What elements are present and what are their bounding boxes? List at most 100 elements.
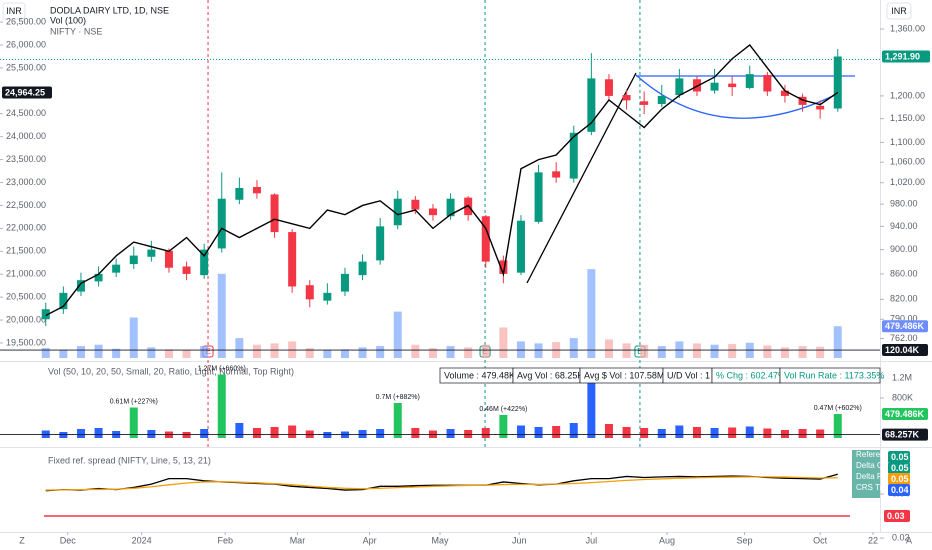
volume-overlay-bar <box>657 346 666 358</box>
volume-overlay-bar <box>446 346 455 358</box>
value-tag <box>888 462 910 474</box>
currency-button[interactable] <box>886 2 912 20</box>
candle-body <box>552 171 561 178</box>
corner-button[interactable]: Z <box>19 535 25 545</box>
value-tag-label: 68.257K <box>885 429 920 439</box>
candle-body <box>288 232 297 287</box>
candle-body <box>833 56 842 109</box>
volume-pane-title: Vol (50, 10, 20, 50, Small, 20, Ratio, L… <box>48 366 294 376</box>
symbol-title: DODLA DAIRY LTD, 1D, NSE <box>50 5 169 15</box>
volume-bar <box>94 428 103 438</box>
x-tick-label: Dec <box>60 535 77 545</box>
candle-body <box>94 273 103 282</box>
volume-overlay-bar <box>763 345 772 358</box>
volume-overlay-bar <box>710 344 719 358</box>
event-label: E <box>637 347 642 356</box>
volume-bar <box>763 428 772 438</box>
volume-overlay-bar <box>816 346 825 358</box>
y-tick-label: 860.00 <box>890 268 918 278</box>
volume-bar <box>798 429 807 438</box>
candle-body <box>41 309 50 320</box>
info-text: Volume : 479.48K <box>444 370 515 380</box>
candle-body <box>112 264 121 273</box>
volume-bar <box>622 427 631 438</box>
volume-overlay-bar <box>411 344 420 358</box>
candle-body <box>235 188 244 200</box>
info-text: % Chg : 602.47% <box>716 370 786 380</box>
volume-overlay-bar <box>164 349 173 358</box>
volume-overlay-bar <box>147 347 156 358</box>
candle-body <box>692 79 701 92</box>
volume-bar <box>816 429 825 438</box>
currency-button[interactable] <box>2 2 26 20</box>
y-tick-label: 1.2M <box>892 372 912 382</box>
value-tag-label: 479.486K <box>885 409 925 419</box>
volume-overlay-bar <box>464 347 473 358</box>
volume-overlay-bar <box>833 326 842 358</box>
info-text: Avg Vol : 68.25K <box>517 370 583 380</box>
volume-overlay-bar <box>305 348 314 358</box>
volume-overlay-bar <box>270 343 279 358</box>
y2-tick-label: 23,500.00 <box>6 154 46 164</box>
volume-bar <box>147 430 156 438</box>
volume-bar <box>587 371 596 438</box>
volume-bar <box>569 423 578 438</box>
volume-bar <box>464 430 473 438</box>
volume-label: 0.46M (+422%) <box>479 406 527 413</box>
volume-bar <box>235 423 244 438</box>
candle-body <box>129 255 138 265</box>
x-tick-label: 22 <box>868 535 878 545</box>
info-text: U/D Vol : 1 <box>667 370 710 380</box>
cup-drawing <box>635 74 836 119</box>
candle-body <box>358 261 367 276</box>
corner-button[interactable]: A <box>906 535 912 545</box>
volume-bar <box>534 427 543 438</box>
volume-overlay-bar <box>728 344 737 358</box>
y-tick-label: 1,150.00 <box>890 113 925 123</box>
volume-label: 0.7M (+882%) <box>376 394 420 401</box>
y-tick-label: 1,060.00 <box>890 157 925 167</box>
candle-body <box>728 83 737 88</box>
y-tick-label: 1,020.00 <box>890 177 925 187</box>
y2-tick-label: 22,500.00 <box>6 200 46 210</box>
y-tick-label: 0.02 <box>892 532 910 542</box>
y-tick-label: 940.00 <box>890 221 918 231</box>
volume-bar <box>76 429 85 438</box>
y-tick-label: 1,360.00 <box>890 23 925 33</box>
value-tag <box>882 408 928 421</box>
value-tag-label: 0.05 <box>891 463 909 473</box>
volume-overlay-bar <box>235 338 244 358</box>
x-tick-label: May <box>431 535 449 545</box>
value-tag-label: 0.05 <box>891 452 909 462</box>
volume-overlay-bar <box>499 327 508 358</box>
candle-body <box>147 249 156 257</box>
y-tick-label: 1,100.00 <box>890 137 925 147</box>
volume-bar <box>252 428 261 438</box>
candle-body <box>534 172 543 222</box>
volume-bar <box>657 429 666 438</box>
x-tick-label: Sep <box>736 535 752 545</box>
candle-body <box>675 78 684 96</box>
y2-tick-label: 19,500.00 <box>6 337 46 347</box>
currency-label: INR <box>6 6 22 16</box>
x-tick-label: Jun <box>512 535 527 545</box>
volume-overlay-bar <box>798 346 807 358</box>
volume-overlay-bar <box>692 343 701 358</box>
value-tag-label: 24,964.25 <box>5 87 45 97</box>
value-tag <box>888 484 910 496</box>
candle-body <box>622 95 631 101</box>
volume-bar <box>833 414 842 438</box>
candle-body <box>587 78 596 132</box>
x-tick-label: Mar <box>290 535 306 545</box>
value-tag <box>882 344 928 357</box>
candle-body <box>323 292 332 301</box>
value-tag <box>882 320 928 333</box>
volume-overlay-bar <box>622 343 631 358</box>
value-tag <box>888 473 910 485</box>
volume-bar <box>745 426 754 438</box>
value-tag-label: 120.04K <box>885 345 920 355</box>
x-tick-label: Jul <box>586 535 598 545</box>
candle-body <box>569 132 578 179</box>
volume-overlay-bar <box>376 346 385 358</box>
